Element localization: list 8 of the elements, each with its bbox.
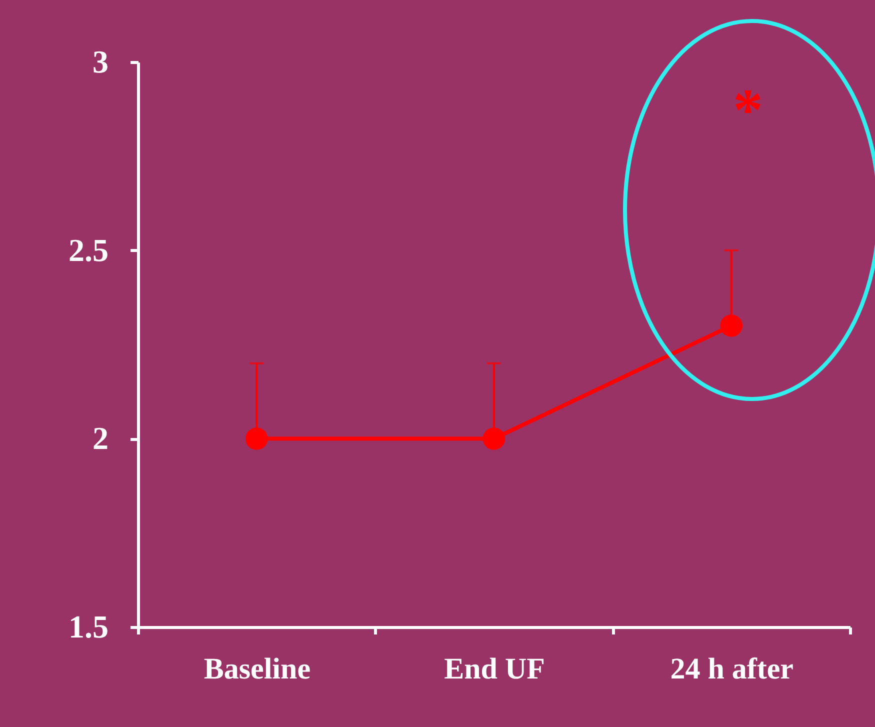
x-tick-label: End UF bbox=[444, 652, 545, 686]
annotation: * bbox=[733, 77, 763, 143]
y-tick-label: 3 bbox=[92, 44, 108, 80]
x-tick-label: 24 h after bbox=[670, 652, 794, 686]
y-tick-label: 1.5 bbox=[68, 608, 108, 644]
x-tick-label: Baseline bbox=[204, 652, 311, 686]
y-tick-label: 2 bbox=[92, 420, 108, 456]
y-tick-label: 2.5 bbox=[68, 232, 108, 268]
